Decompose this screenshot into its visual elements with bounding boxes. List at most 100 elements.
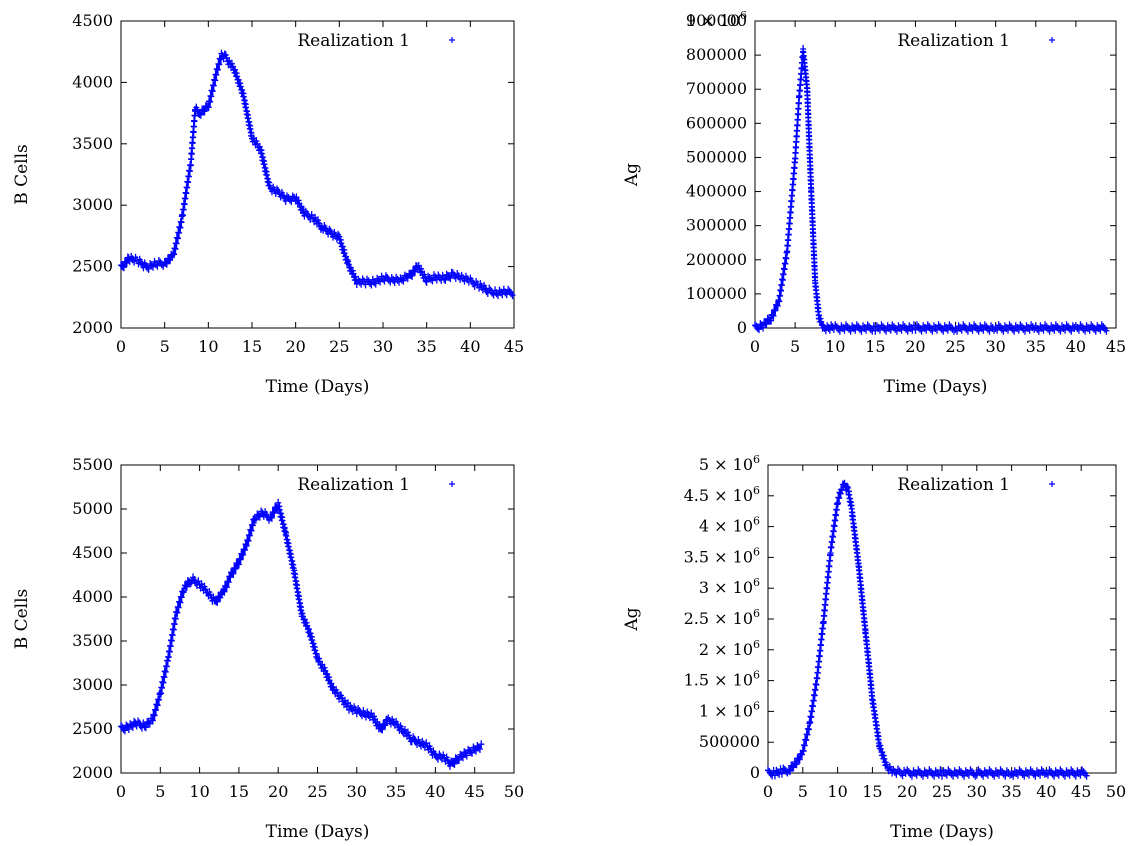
- legend-label: Realization 1: [897, 31, 1010, 51]
- x-tick-label: 50: [504, 782, 524, 801]
- y-tick-label: 700000: [686, 79, 747, 98]
- data-point: [163, 259, 170, 268]
- data-point: [1051, 771, 1058, 780]
- data-point: [863, 325, 870, 334]
- data-point: [778, 769, 785, 778]
- data-point: [271, 509, 278, 517]
- y-tick-label: 4.5 × 106: [684, 484, 760, 505]
- legend-marker: [1049, 37, 1055, 43]
- y-tick-label: 3000: [72, 195, 113, 214]
- data-point: [931, 771, 938, 780]
- x-axis-label: Time (Days): [884, 377, 988, 397]
- data-point: [961, 771, 968, 780]
- y-tick-label: 2500: [72, 719, 113, 738]
- data-point: [920, 771, 927, 780]
- data-point: [258, 507, 265, 516]
- data-point: [785, 766, 792, 775]
- data-point: [197, 110, 204, 119]
- data-point: [912, 325, 919, 334]
- data-point: [411, 266, 418, 275]
- y-tick-label: 900000: [686, 11, 747, 30]
- data-point: [200, 106, 207, 115]
- y-tick-label: 2 × 106: [699, 638, 760, 659]
- x-tick-label: 30: [373, 337, 393, 356]
- y-axis-label: Ag: [622, 163, 642, 187]
- x-tick-label: 30: [347, 782, 367, 801]
- data-point: [969, 325, 976, 334]
- data-point: [787, 767, 794, 776]
- data-point: [1075, 325, 1082, 334]
- data-point: [142, 723, 149, 732]
- data-point: [141, 722, 148, 731]
- y-tick-label: 600000: [686, 113, 747, 132]
- x-tick-label: 25: [329, 337, 349, 356]
- y-tick-label: 4500: [72, 543, 113, 562]
- data-point: [964, 326, 971, 335]
- data-point: [1015, 325, 1022, 334]
- legend-marker: [449, 37, 455, 43]
- plot-frame: [120, 20, 515, 329]
- data-point: [335, 230, 342, 239]
- x-tick-label: 20: [285, 337, 305, 356]
- y-tick-label: 5500: [72, 455, 113, 474]
- data-point: [980, 771, 987, 780]
- data-point: [1083, 771, 1090, 780]
- data-point: [965, 770, 972, 779]
- y-tick-label: 2500: [72, 257, 113, 276]
- data-point: [913, 770, 920, 779]
- data-point: [1000, 326, 1007, 335]
- legend-marker: [449, 481, 455, 487]
- plot-frame: [767, 464, 1117, 774]
- x-tick-label: 15: [229, 782, 249, 801]
- data-point: [935, 770, 942, 779]
- x-tick-label: 20: [897, 782, 917, 801]
- chart-panel-2: 0 5 10 15 20 25 30 35 40 45 0 100000 200000 300000 400…: [622, 9, 1126, 397]
- legend-label: Realization 1: [297, 31, 410, 51]
- data-point: [954, 770, 961, 779]
- data-point: [162, 258, 169, 267]
- data-point: [120, 263, 127, 272]
- data-point: [939, 771, 945, 780]
- y-tick-label: 4000: [72, 587, 113, 606]
- data-point: [841, 325, 848, 334]
- x-tick-label: 5: [155, 782, 165, 801]
- data-point: [1097, 325, 1104, 334]
- x-axis-label: Time (Days): [266, 822, 370, 842]
- x-tick-label: 0: [750, 337, 760, 356]
- x-tick-label: 5: [798, 782, 808, 801]
- data-point: [379, 725, 386, 734]
- y-tick-label: 5000: [72, 499, 113, 518]
- x-tick-label: 25: [945, 337, 965, 356]
- x-tick-label: 5: [790, 337, 800, 356]
- data-series: [752, 45, 1110, 335]
- y-tick-label: 3500: [72, 631, 113, 650]
- data-point: [382, 721, 389, 730]
- data-point: [924, 770, 931, 779]
- data-point: [929, 326, 936, 335]
- data-point: [1046, 326, 1053, 335]
- data-point: [904, 326, 911, 335]
- data-point: [1005, 325, 1012, 334]
- x-tick-label: 25: [307, 782, 327, 801]
- x-tick-label: 0: [763, 782, 773, 801]
- data-point: [899, 771, 906, 780]
- data-point: [844, 482, 851, 491]
- x-tick-label: 45: [1071, 782, 1091, 801]
- data-point: [1066, 770, 1073, 779]
- x-tick-label: 15: [862, 782, 882, 801]
- x-tick-label: 45: [504, 337, 524, 356]
- data-point: [1032, 771, 1039, 780]
- chart-panel-4: 0 5 10 15 20 25 30 35 40 45 50 0 500000 1 × 106 1.5 × …: [622, 453, 1126, 842]
- data-point: [950, 771, 957, 780]
- data-point: [766, 768, 773, 777]
- y-tick-label: 5 × 106: [699, 453, 760, 474]
- x-tick-label: 10: [827, 782, 847, 801]
- x-tick-label: 15: [865, 337, 885, 356]
- data-point: [213, 597, 220, 606]
- data-point: [958, 325, 965, 334]
- y-axis-label: Ag: [622, 607, 642, 631]
- x-axis-label: Time (Days): [266, 377, 370, 397]
- data-point: [918, 326, 925, 335]
- data-point: [973, 770, 980, 779]
